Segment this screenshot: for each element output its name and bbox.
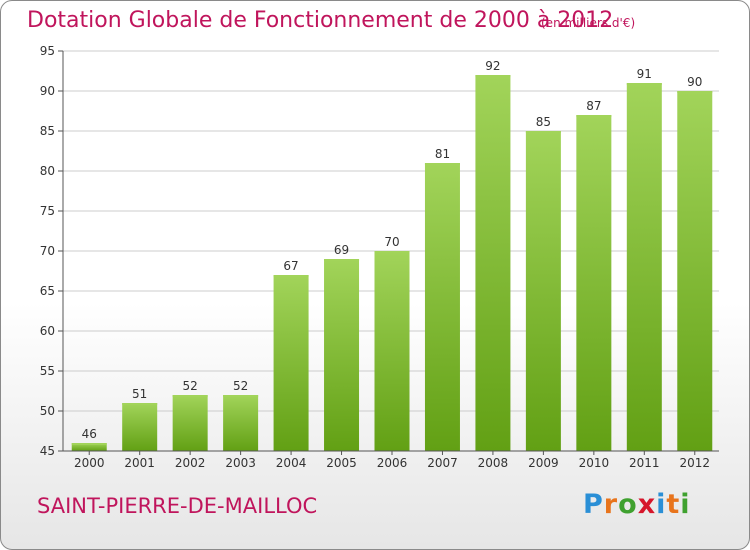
bar-value-label: 69 xyxy=(334,243,349,257)
x-tick-label: 2000 xyxy=(74,456,105,470)
x-tick-label: 2004 xyxy=(276,456,307,470)
logo-letter: i xyxy=(656,489,667,520)
x-tick-label: 2008 xyxy=(478,456,509,470)
y-tick-label: 95 xyxy=(40,44,55,58)
logo-letter: x xyxy=(637,489,657,520)
bar-value-label: 81 xyxy=(435,147,450,161)
logo-letter: o xyxy=(618,489,638,520)
bar xyxy=(374,251,410,451)
bar-value-label: 52 xyxy=(233,379,248,393)
bar-top-edge xyxy=(223,395,259,397)
bar-top-edge xyxy=(626,83,662,85)
bar-top-edge xyxy=(424,163,460,165)
y-tick-label: 50 xyxy=(40,404,55,418)
bar xyxy=(626,83,662,451)
bar-value-label: 91 xyxy=(637,67,652,81)
bar-value-label: 90 xyxy=(687,75,702,89)
proxiti-logo: Proxiti xyxy=(583,489,691,520)
x-tick-label: 2006 xyxy=(377,456,408,470)
bar-top-edge xyxy=(122,403,158,405)
bar xyxy=(122,403,158,451)
y-tick-label: 70 xyxy=(40,244,55,258)
bar xyxy=(71,443,107,451)
bar-value-label: 51 xyxy=(132,387,147,401)
x-tick-label: 2007 xyxy=(427,456,458,470)
bar xyxy=(475,75,511,451)
bar-top-edge xyxy=(374,251,410,253)
bar-value-label: 67 xyxy=(283,259,298,273)
x-tick-label: 2005 xyxy=(326,456,357,470)
logo-letter: r xyxy=(603,489,619,520)
commune-name: SAINT-PIERRE-DE-MAILLOC xyxy=(37,494,318,518)
bar xyxy=(223,395,259,451)
y-tick-label: 90 xyxy=(40,84,55,98)
bar-top-edge xyxy=(324,259,360,261)
y-tick-label: 60 xyxy=(40,324,55,338)
y-tick-label: 80 xyxy=(40,164,55,178)
x-tick-label: 2003 xyxy=(225,456,256,470)
logo-letter: P xyxy=(583,489,604,520)
bar-top-edge xyxy=(71,443,107,445)
bar-top-edge xyxy=(677,91,713,93)
x-tick-label: 2002 xyxy=(175,456,206,470)
x-tick-label: 2010 xyxy=(579,456,610,470)
bar xyxy=(172,395,208,451)
chart-unit-note: (en milliers d'€) xyxy=(541,16,636,30)
x-tick-label: 2011 xyxy=(629,456,660,470)
x-tick-label: 2009 xyxy=(528,456,559,470)
bar-value-label: 87 xyxy=(586,99,601,113)
y-tick-label: 85 xyxy=(40,124,55,138)
y-tick-label: 75 xyxy=(40,204,55,218)
bar-value-label: 85 xyxy=(536,115,551,129)
logo-letter: i xyxy=(680,489,691,520)
bar-top-edge xyxy=(475,75,511,77)
y-tick-label: 45 xyxy=(40,444,55,458)
chart-title: Dotation Globale de Fonctionnement de 20… xyxy=(27,8,614,33)
y-tick-label: 65 xyxy=(40,284,55,298)
bar-value-label: 70 xyxy=(384,235,399,249)
bar-top-edge xyxy=(525,131,561,133)
bar-top-edge xyxy=(172,395,208,397)
bar xyxy=(324,259,360,451)
bar xyxy=(576,115,612,451)
bar xyxy=(525,131,561,451)
bar-top-edge xyxy=(576,115,612,117)
bar xyxy=(424,163,460,451)
bar-value-label: 52 xyxy=(183,379,198,393)
bar-value-label: 46 xyxy=(82,427,97,441)
bar xyxy=(677,91,713,451)
bar-value-label: 92 xyxy=(485,59,500,73)
logo-letter: t xyxy=(666,489,681,520)
bar xyxy=(273,275,309,451)
y-tick-label: 55 xyxy=(40,364,55,378)
x-tick-label: 2001 xyxy=(124,456,155,470)
x-tick-label: 2012 xyxy=(679,456,710,470)
bar-top-edge xyxy=(273,275,309,277)
